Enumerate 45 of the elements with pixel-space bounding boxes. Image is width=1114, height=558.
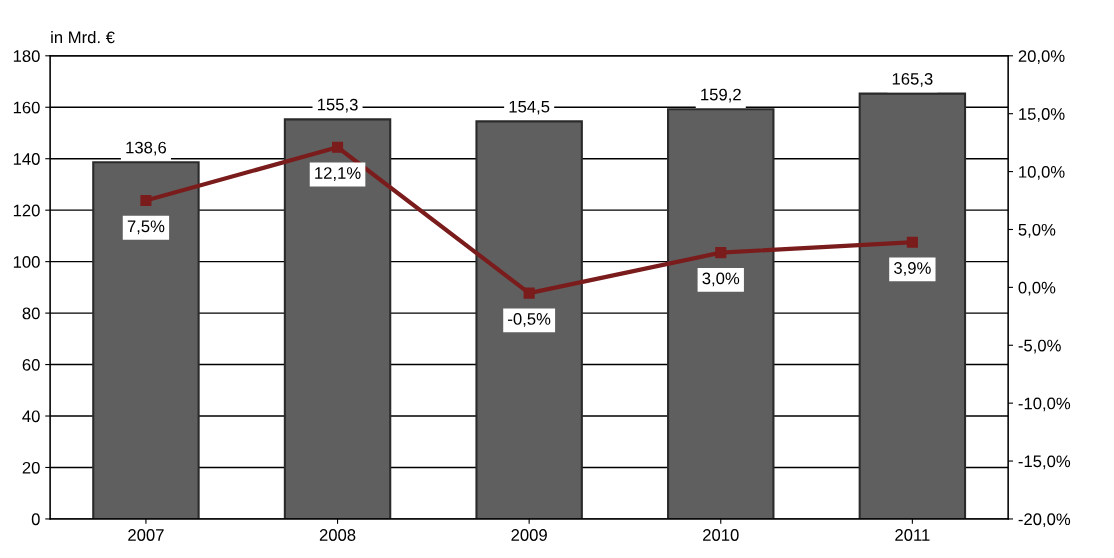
y-tick-label: 40	[22, 410, 40, 423]
data-label: 3,9%	[894, 262, 931, 276]
y-tick-label: 180	[13, 50, 40, 62]
data-label: -0,5%	[508, 313, 551, 327]
y-tick-label: 60	[22, 358, 40, 371]
y-tick-label: 100	[13, 256, 40, 268]
data-label: 3,0%	[702, 272, 740, 287]
y-tick-label: 140	[13, 153, 40, 165]
y2-tick-label: -10,0%	[1018, 397, 1071, 412]
data-label: 138,6	[126, 141, 167, 156]
y2-tick-label: 20,0%	[1018, 50, 1065, 64]
y-tick-label: 80	[22, 307, 40, 320]
bar	[475, 120, 583, 519]
data-label: 165,3	[892, 72, 933, 87]
x-tick-label: 2010	[703, 529, 739, 541]
x-tick-label: 2011	[895, 529, 930, 541]
data-label: 155,3	[317, 98, 358, 113]
point	[140, 194, 152, 207]
bar	[92, 161, 200, 519]
y2-tick-label: 15,0%	[1019, 108, 1065, 122]
bar	[283, 118, 392, 519]
y-tick-label: 160	[13, 101, 40, 114]
x-tick-label: 2008	[319, 529, 356, 541]
point	[331, 141, 344, 153]
point	[715, 247, 727, 259]
point	[523, 287, 535, 299]
bar	[858, 92, 967, 519]
y2-tick-label: 0,0%	[1018, 281, 1056, 296]
y-tick-label: 120	[13, 204, 40, 217]
y-tick-label: 0	[31, 513, 40, 526]
data-label: 154,5	[509, 100, 550, 115]
y2-tick-label: 10,0%	[1019, 165, 1065, 180]
bar	[667, 108, 775, 519]
y-tick-label: 20	[22, 461, 40, 474]
point	[906, 236, 918, 248]
y2-tick-label: 5,0%	[1018, 223, 1056, 238]
y2-tick-label: -5,0%	[1018, 339, 1061, 354]
y2-tick-label: -20,0%	[1018, 513, 1071, 528]
data-label: 7,5%	[127, 220, 165, 235]
y2-tick-label: -15,0%	[1018, 455, 1071, 470]
data-label: 159,2	[701, 88, 741, 103]
y-axis-title: in Mrd. €	[51, 31, 115, 44]
x-tick-label: 2007	[128, 529, 164, 541]
x-tick-label: 2009	[511, 529, 547, 541]
data-label: 12,1%	[315, 167, 361, 181]
